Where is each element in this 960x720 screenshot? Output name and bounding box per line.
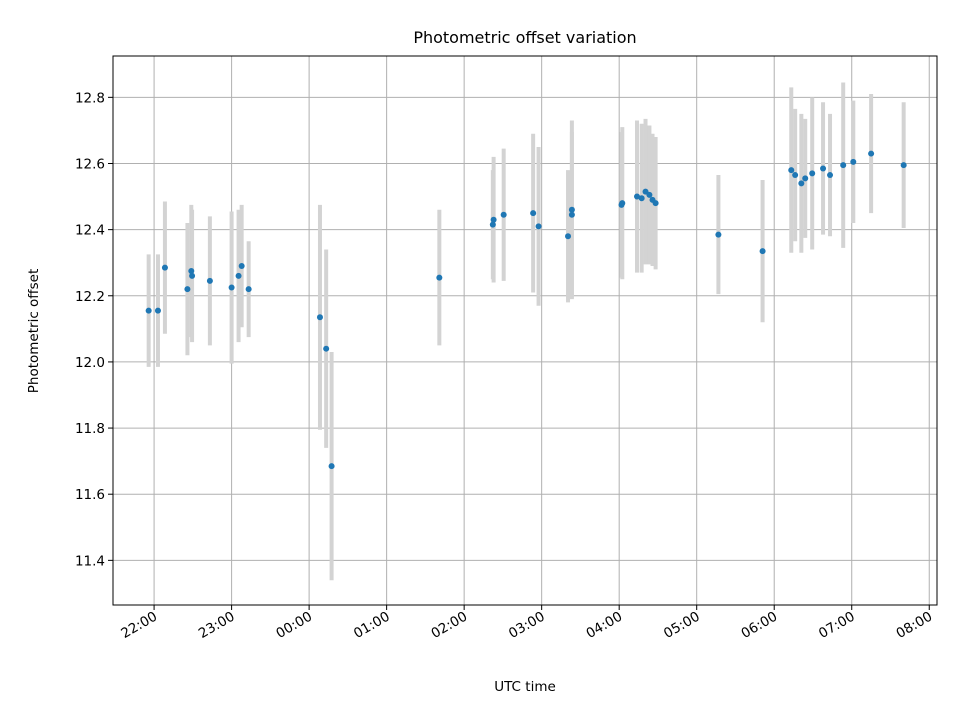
data-point [145, 307, 152, 314]
y-tick-label: 12.6 [75, 156, 105, 172]
data-point [206, 277, 213, 284]
data-point [565, 233, 572, 240]
y-tick-label: 12.0 [75, 355, 105, 371]
data-point [235, 272, 242, 279]
y-tick-label: 12.2 [75, 289, 105, 305]
data-point [827, 172, 834, 179]
data-point [228, 284, 235, 291]
data-point [189, 272, 196, 279]
error-bars [146, 82, 906, 581]
data-point [188, 267, 195, 274]
y-tick-label: 11.4 [75, 553, 105, 569]
data-point [316, 314, 323, 321]
x-axis-label: UTC time [494, 679, 556, 695]
data-point [490, 216, 497, 223]
data-point [802, 175, 809, 182]
data-point [646, 191, 653, 198]
x-tick-label: 04:00 [583, 609, 625, 642]
data-point [900, 162, 907, 169]
data-points [145, 150, 907, 470]
data-point [323, 345, 330, 352]
data-point [638, 195, 645, 202]
y-tick-label: 12.4 [75, 223, 105, 239]
y-tick-label: 12.8 [75, 90, 105, 106]
x-tick-label: 03:00 [506, 609, 548, 642]
data-point [245, 286, 252, 293]
data-point [715, 231, 722, 238]
x-tick-label: 08:00 [894, 609, 936, 642]
data-point [820, 165, 827, 172]
data-point [161, 264, 168, 271]
x-tick-label: 00:00 [273, 609, 315, 642]
x-tick-label: 22:00 [118, 609, 160, 642]
data-point [634, 193, 641, 200]
data-point [809, 170, 816, 177]
data-point [568, 206, 575, 213]
y-tick-label: 11.6 [75, 487, 105, 503]
data-point [535, 223, 542, 230]
x-tick-label: 23:00 [196, 609, 238, 642]
data-point [619, 200, 626, 207]
x-tick-label: 01:00 [351, 609, 393, 642]
y-tick-label: 11.8 [75, 421, 105, 437]
grid [113, 56, 937, 605]
x-tick-label: 02:00 [428, 609, 470, 642]
data-point [238, 263, 245, 270]
chart-title: Photometric offset variation [413, 28, 636, 47]
x-tick-label: 06:00 [739, 609, 781, 642]
data-point [850, 158, 857, 165]
data-point [868, 150, 875, 157]
data-point [840, 162, 847, 169]
data-point [436, 274, 443, 281]
data-point [788, 167, 795, 174]
data-point [489, 221, 496, 228]
data-point [652, 200, 659, 207]
data-point [759, 248, 766, 255]
data-point [530, 210, 537, 217]
data-point [798, 180, 805, 187]
data-point [184, 286, 191, 293]
data-point [500, 211, 507, 218]
y-axis-label: Photometric offset [26, 269, 42, 393]
data-point [328, 463, 335, 470]
plot-frame [112, 55, 938, 606]
data-point [792, 172, 799, 179]
data-point [154, 307, 161, 314]
data-point [568, 211, 575, 218]
x-tick-label: 07:00 [816, 609, 858, 642]
x-tick-label: 05:00 [661, 609, 703, 642]
